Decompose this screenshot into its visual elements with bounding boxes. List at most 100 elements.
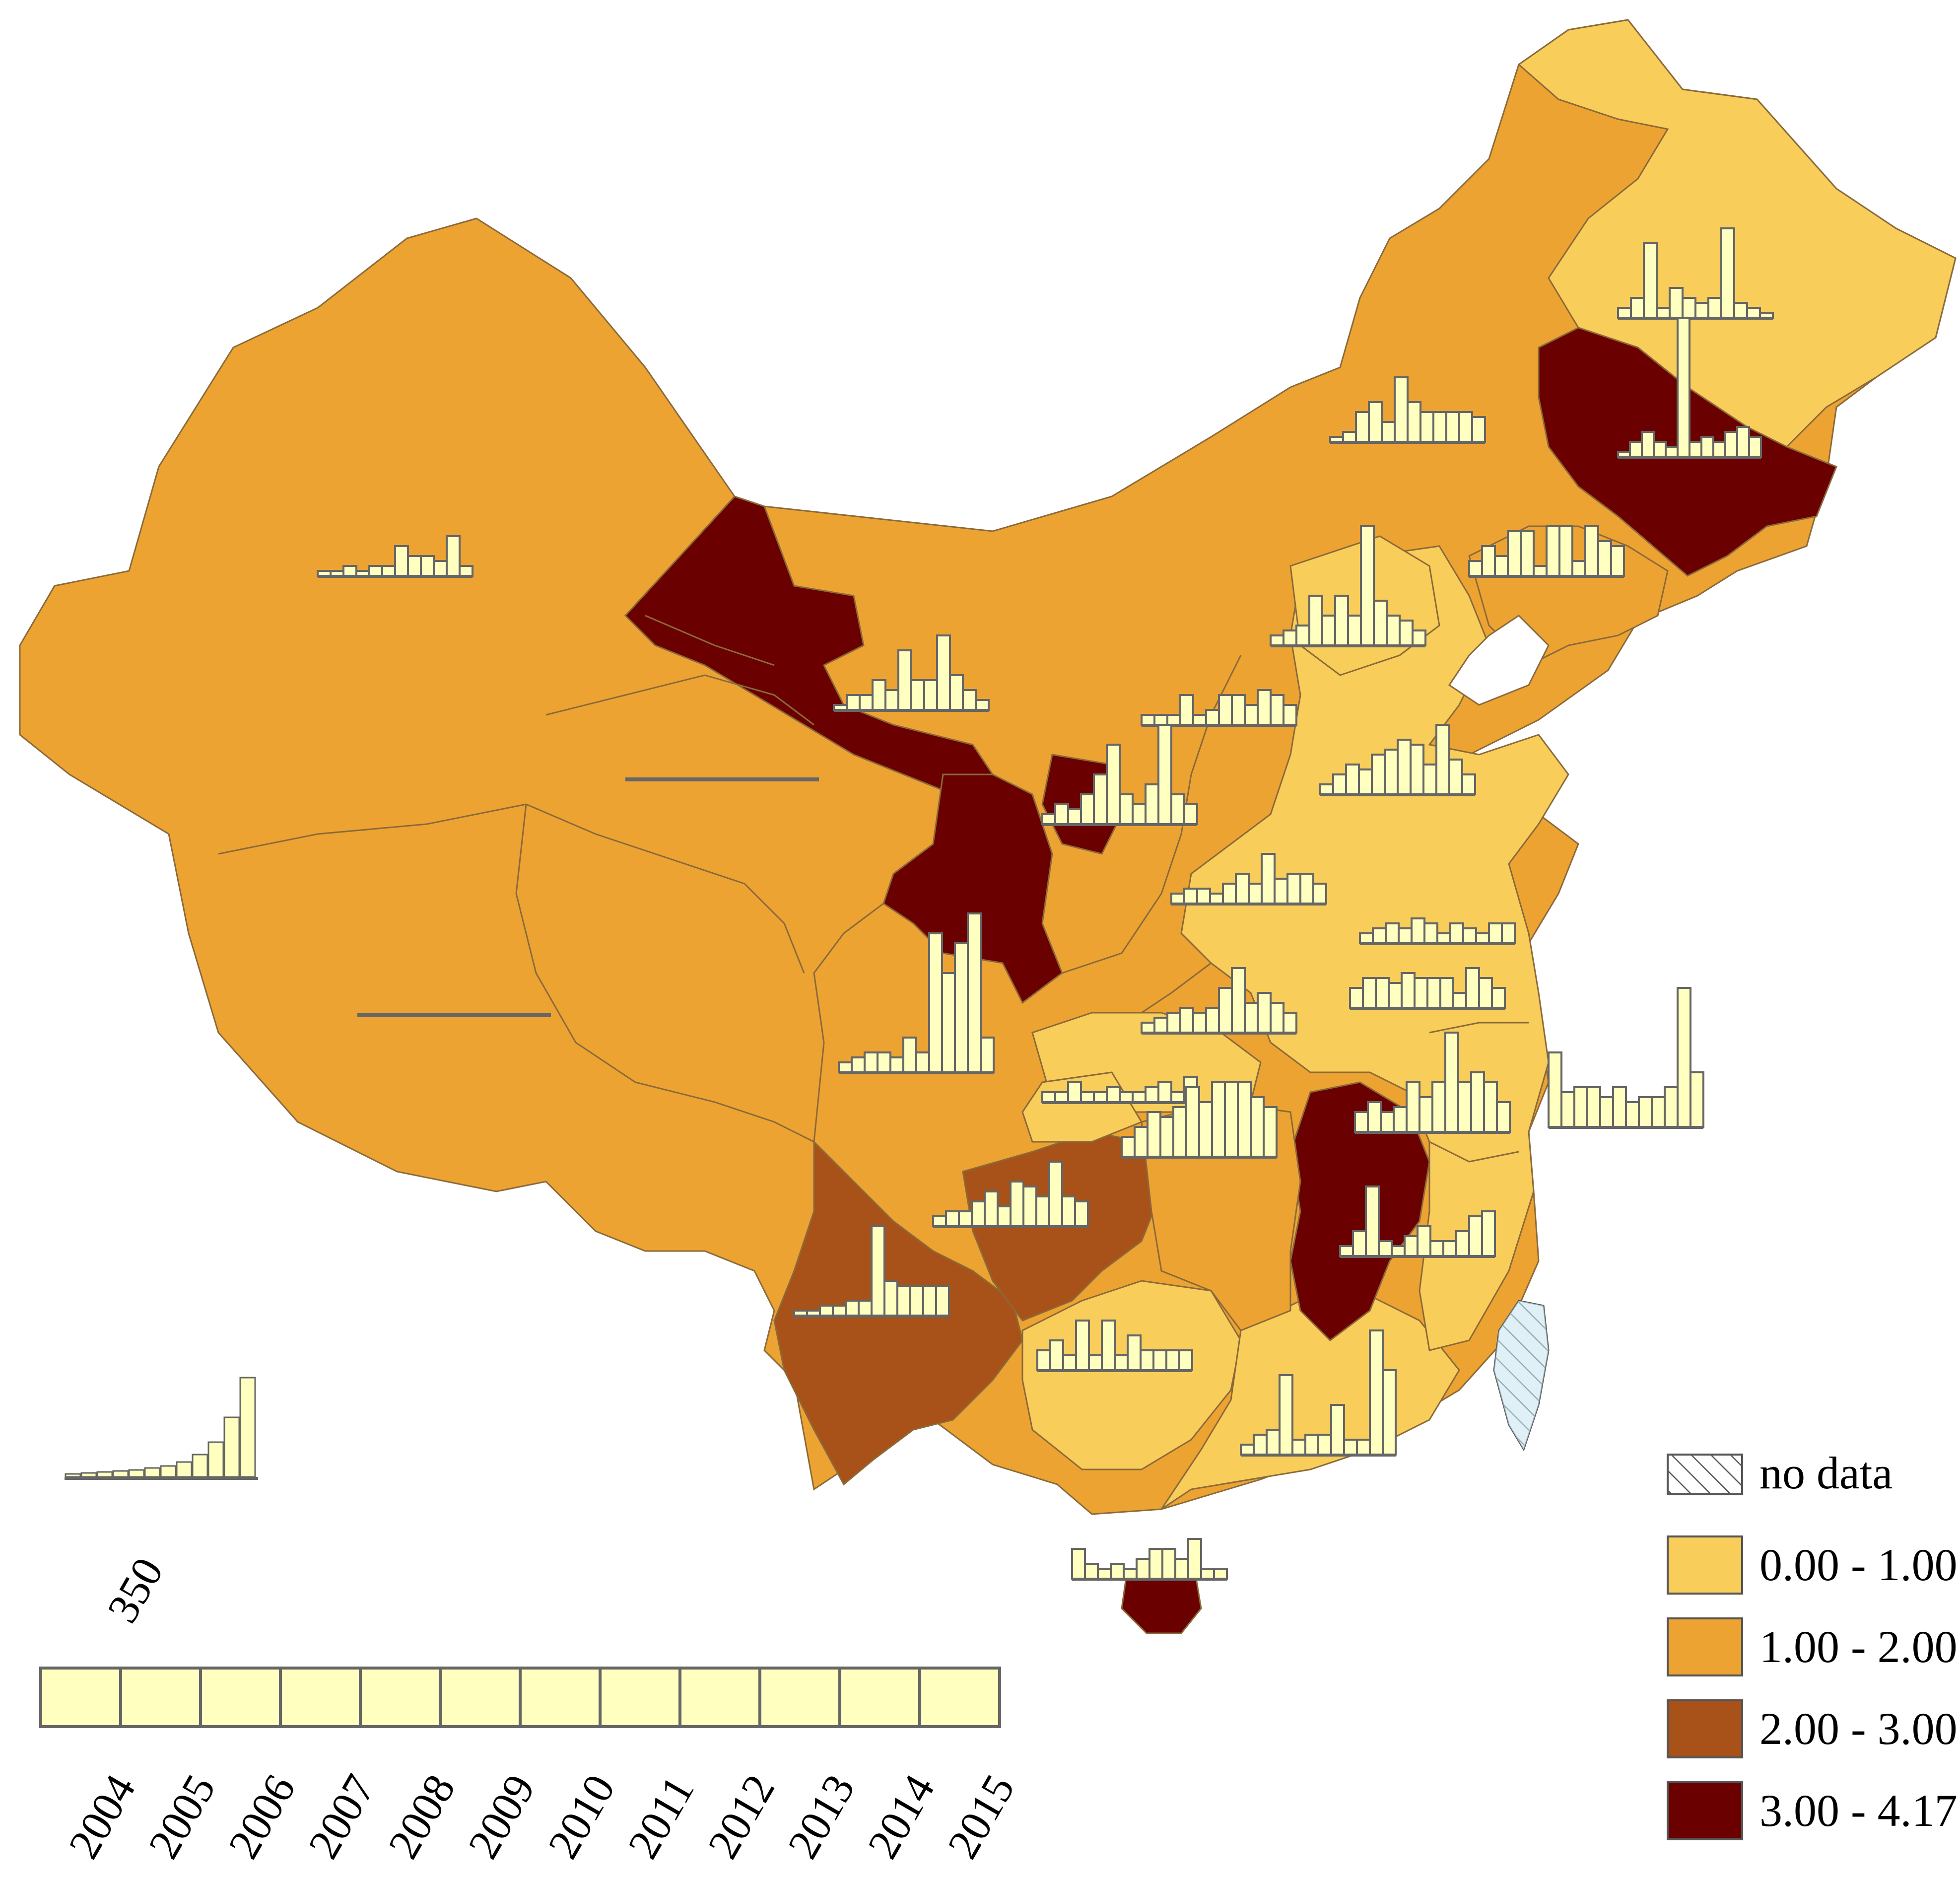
mini-chart-bar	[1170, 1091, 1185, 1103]
mini-chart-bar	[1237, 1081, 1252, 1158]
province-mini-chart	[1329, 376, 1486, 444]
mini-chart-bar	[1145, 1086, 1159, 1103]
mini-chart-bar	[1283, 629, 1297, 646]
mini-chart-bar	[1597, 540, 1612, 577]
scale-bar	[207, 1441, 224, 1478]
mini-chart-bar	[1084, 1563, 1099, 1580]
mini-chart-bar	[958, 1210, 973, 1227]
mini-chart-bar	[1746, 307, 1761, 319]
mini-chart-bar	[1546, 525, 1560, 577]
province-mini-chart	[1349, 967, 1506, 1010]
legend: no data 0.00 - 1.00 1.00 - 2.00 2.00 - 3.00…	[1667, 1448, 1958, 1840]
year-label: 2015	[939, 1767, 1024, 1867]
province-mini-chart	[1036, 1320, 1193, 1372]
province-bar-charts	[317, 227, 1774, 1581]
mini-chart-bar	[859, 694, 874, 711]
year-box	[279, 1667, 362, 1728]
mini-chart-bar	[1295, 625, 1310, 646]
mini-chart-bar	[1368, 401, 1383, 443]
mini-chart-bar	[1187, 1538, 1202, 1580]
mini-chart-bar	[967, 912, 982, 1073]
mini-chart-bar	[1475, 932, 1490, 944]
mini-chart-bar	[1140, 1349, 1154, 1371]
mini-chart-bar	[1106, 744, 1121, 825]
legend-swatch	[1667, 1699, 1743, 1758]
mini-chart-bar	[1170, 793, 1185, 825]
mini-chart-bar	[1141, 714, 1155, 726]
mini-chart-bar	[1209, 893, 1224, 905]
year-box	[199, 1667, 282, 1728]
mini-chart-bar	[1384, 749, 1399, 795]
mini-chart-bar	[1369, 1329, 1384, 1456]
mini-chart-bar	[1074, 1200, 1089, 1227]
mini-chart-bar	[889, 1056, 904, 1073]
mini-chart-bar	[1132, 803, 1147, 825]
mini-chart-bar	[1339, 1245, 1354, 1257]
mini-chart-bar	[1629, 441, 1643, 458]
mini-chart-bar	[1690, 1071, 1704, 1128]
province-mini-chart	[1141, 689, 1297, 727]
mini-chart-bar	[1360, 525, 1375, 646]
legend-swatch	[1667, 1535, 1743, 1595]
mini-chart-bar	[1071, 1548, 1086, 1580]
mini-chart-bar	[1617, 307, 1632, 319]
province-mini-chart	[1617, 227, 1774, 320]
mini-chart-bar	[1419, 1096, 1433, 1133]
mini-chart-bar	[819, 1305, 834, 1317]
mini-chart-bar	[1174, 1558, 1189, 1580]
mini-chart-bar	[1041, 813, 1056, 825]
mini-chart-bar	[1152, 1349, 1167, 1371]
mini-chart-bar	[1682, 297, 1696, 319]
mini-chart-bar	[871, 1225, 885, 1317]
province-mini-chart	[1141, 967, 1297, 1035]
mini-chart-bar	[1733, 302, 1748, 319]
mini-chart-bar	[1121, 1136, 1136, 1158]
mini-chart-bar	[1161, 1548, 1176, 1580]
mini-chart-bar	[1123, 1568, 1138, 1580]
mini-chart-bar	[1373, 600, 1388, 646]
mini-chart-bar	[1507, 530, 1522, 577]
mini-chart-bar	[317, 570, 332, 577]
year-label: 2009	[459, 1767, 544, 1867]
mini-chart-bar	[932, 1215, 947, 1227]
mini-chart-bar	[1641, 431, 1655, 458]
mini-chart-bar	[945, 1210, 960, 1227]
year-box	[838, 1667, 921, 1728]
mini-chart-bar	[1054, 1091, 1069, 1103]
mini-chart-bar	[1257, 689, 1272, 726]
province-mini-chart	[838, 912, 995, 1074]
mini-chart-bar	[1166, 714, 1181, 726]
scale-bar	[80, 1472, 97, 1478]
mini-chart-bar	[1468, 560, 1483, 577]
mini-chart-bar	[1170, 893, 1185, 905]
mini-chart-bar	[1119, 793, 1134, 825]
mini-chart-bar	[806, 1310, 821, 1317]
mini-chart-bar	[1571, 560, 1586, 577]
mini-chart-bar	[1653, 441, 1667, 458]
mini-chart-bar	[1022, 1185, 1037, 1227]
mini-chart-bar	[1617, 451, 1631, 458]
mini-chart-bar	[1700, 436, 1714, 458]
year-label: 2011	[619, 1768, 703, 1867]
legend-label: 1.00 - 2.00	[1759, 1621, 1958, 1672]
mini-chart-bar	[1393, 1106, 1408, 1133]
mini-chart-bar	[1736, 426, 1750, 458]
mini-chart-bar	[1218, 694, 1233, 726]
mini-chart-bar	[1478, 977, 1493, 1009]
mini-chart-bar	[902, 1037, 917, 1073]
mini-chart-bar	[832, 1305, 847, 1317]
mini-chart-bar	[1445, 411, 1460, 443]
year-label: 2007	[299, 1767, 385, 1867]
mini-chart-bar	[1365, 1185, 1380, 1257]
mini-chart-bar	[1560, 1091, 1575, 1128]
year-box	[119, 1667, 202, 1728]
mini-chart-bar	[941, 972, 956, 1073]
region-gansu	[624, 495, 994, 795]
mini-chart-bar	[1720, 227, 1735, 319]
mini-chart-bar	[883, 1280, 898, 1317]
mini-chart-bar	[1343, 1439, 1358, 1456]
mini-chart-bar	[1707, 297, 1722, 319]
mini-chart-bar	[1062, 1354, 1077, 1371]
mini-chart-bar	[1240, 1444, 1255, 1456]
